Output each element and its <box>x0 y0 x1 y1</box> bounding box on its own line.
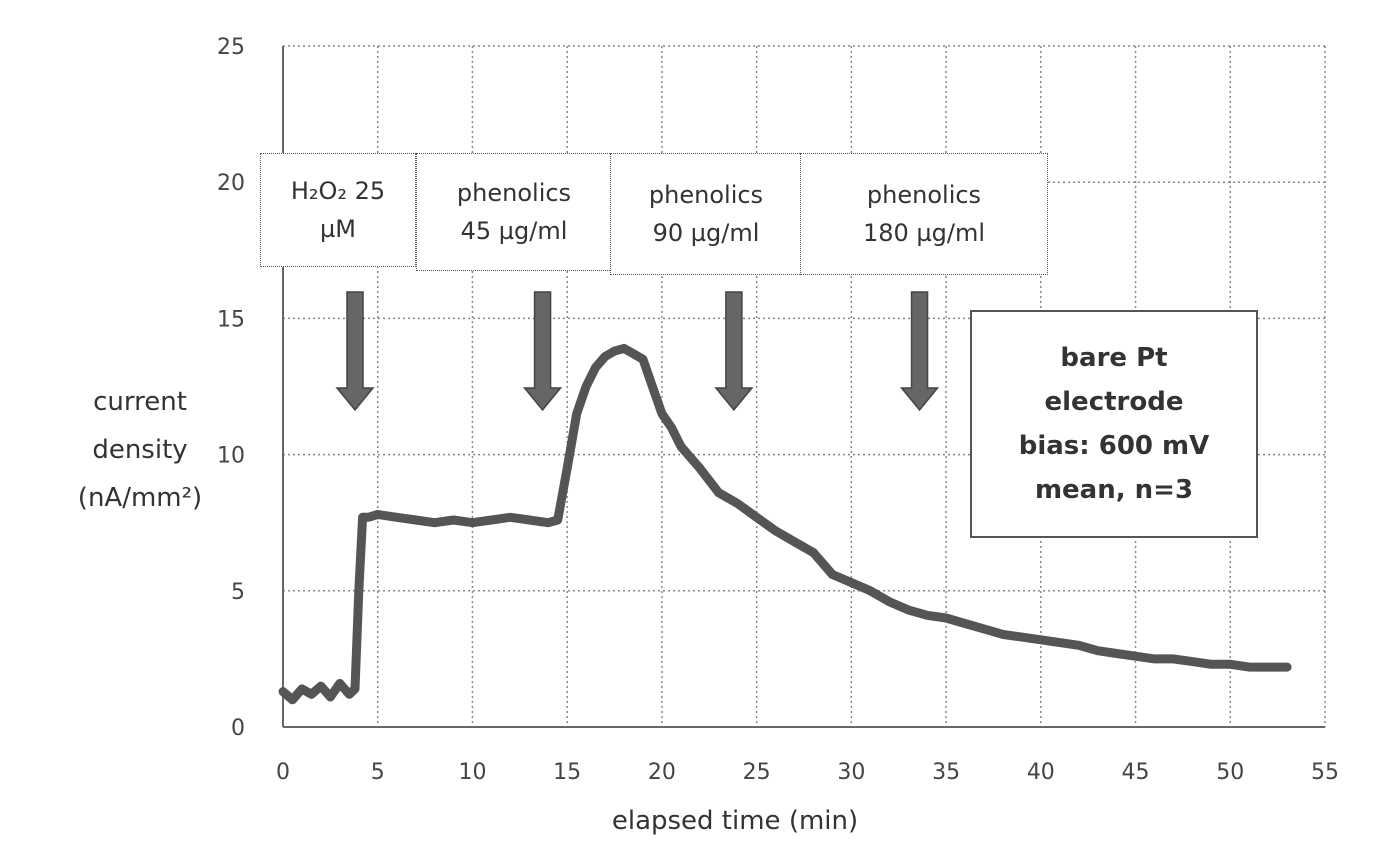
x-tick-label: 35 <box>932 760 960 785</box>
x-tick-label: 55 <box>1311 760 1339 785</box>
annotation-arrows <box>335 291 940 412</box>
annotation-h2o2: H₂O₂ 25 µM <box>260 153 416 267</box>
condition-note-line-4: mean, n=3 <box>1034 475 1194 505</box>
x-axis-title: elapsed time (min) <box>611 806 859 836</box>
annotation-phenolics-45: phenolics 45 µg/ml <box>416 153 612 271</box>
y-tick-label: 5 <box>231 580 245 605</box>
annotation-arrow <box>714 291 754 412</box>
x-tick-label: 30 <box>837 760 865 785</box>
x-tick-label: 5 <box>371 760 385 785</box>
x-tick-label: 0 <box>276 760 290 785</box>
annotation-arrow <box>522 291 563 412</box>
y-axis-title-line-3: (nA/mm²) <box>77 483 203 513</box>
annotation-arrow <box>899 291 940 412</box>
annotation-phenolics-90-line-2: 90 µg/ml <box>652 219 760 247</box>
annotation-h2o2-line-2: µM <box>320 215 356 243</box>
annotation-phenolics-180-line-1: phenolics <box>866 181 982 209</box>
x-tick-label: 40 <box>1027 760 1055 785</box>
annotation-phenolics-180-line-2: 180 µg/ml <box>862 219 986 247</box>
y-tick-label: 25 <box>217 35 245 60</box>
x-tick-label: 50 <box>1216 760 1244 785</box>
y-tick-label: 0 <box>231 716 245 741</box>
x-axis-ticks: 0 5 10 15 20 25 30 35 40 45 50 55 <box>276 760 1339 785</box>
y-axis-title-line-1: current <box>93 387 187 417</box>
x-tick-label: 25 <box>743 760 771 785</box>
x-tick-label: 20 <box>648 760 676 785</box>
annotation-phenolics-45-line-2: 45 µg/ml <box>460 217 568 245</box>
x-tick-label: 45 <box>1122 760 1150 785</box>
y-axis-title: current density (nA/mm²) <box>40 378 240 522</box>
annotation-phenolics-90: phenolics 90 µg/ml <box>610 153 802 275</box>
y-axis-title-line-2: density <box>92 435 188 465</box>
x-tick-label: 15 <box>553 760 581 785</box>
y-axis-ticks: 0 5 10 15 20 25 <box>217 35 245 741</box>
y-tick-label: 20 <box>217 171 245 196</box>
x-tick-label: 10 <box>458 760 486 785</box>
condition-note-line-3: bias: 600 mV <box>1018 431 1210 461</box>
y-tick-label: 15 <box>217 307 245 332</box>
series-line <box>278 343 1292 705</box>
condition-note-line-1: bare Pt <box>1060 343 1168 373</box>
annotation-phenolics-180: phenolics 180 µg/ml <box>800 153 1048 275</box>
annotation-phenolics-45-line-1: phenolics <box>456 179 572 207</box>
annotation-phenolics-90-line-1: phenolics <box>648 181 764 209</box>
condition-note: bare Pt electrode bias: 600 mV mean, n=3 <box>970 310 1258 538</box>
annotation-arrow <box>335 291 375 412</box>
annotation-h2o2-line-1: H₂O₂ 25 <box>290 177 386 205</box>
y-tick-label: 10 <box>217 444 245 469</box>
condition-note-line-2: electrode <box>1044 387 1184 417</box>
